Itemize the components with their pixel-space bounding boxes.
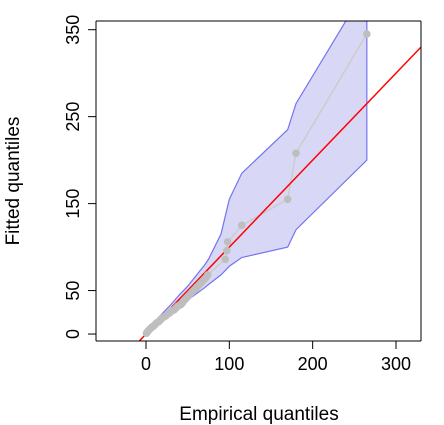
data-point: [221, 255, 229, 264]
y-tick-label: 150: [63, 189, 83, 219]
confidence-band: [145, 21, 368, 336]
axes-layer: 0 100 200 300 0 50 150 250 350: [63, 15, 422, 374]
data-point: [238, 221, 246, 230]
data-point: [292, 149, 300, 157]
x-axis-label: Empirical quantiles: [179, 404, 338, 425]
y-tick-label: 350: [63, 15, 83, 45]
y-axis-label: Fitted quantiles: [3, 117, 24, 246]
data-point: [363, 30, 371, 38]
data-point: [223, 246, 231, 255]
x-tick-label: 0: [141, 354, 151, 374]
y-tick-label: 50: [63, 281, 83, 301]
y-tick-label: 250: [63, 102, 83, 132]
x-tick-label: 300: [381, 354, 411, 374]
band-layer: [145, 21, 368, 336]
data-point: [203, 271, 212, 279]
data-point: [283, 195, 292, 204]
x-tick-label: 100: [214, 354, 244, 374]
x-tick-label: 200: [298, 354, 328, 374]
point-layer: [142, 30, 371, 337]
y-tick-label: 0: [63, 329, 83, 339]
data-point: [223, 238, 232, 246]
